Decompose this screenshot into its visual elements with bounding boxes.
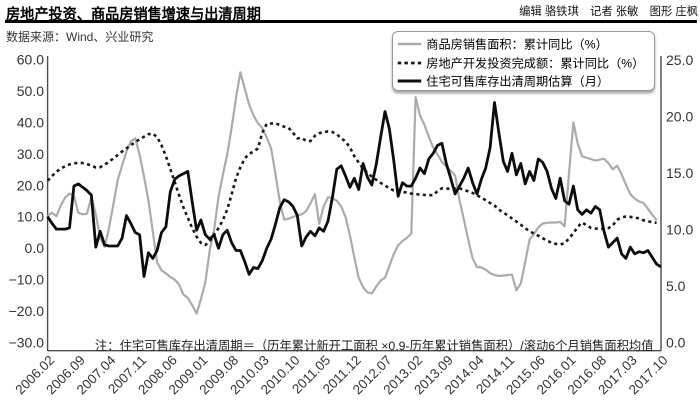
svg-text:15.0: 15.0 — [666, 165, 693, 181]
svg-text:20.0: 20.0 — [17, 177, 44, 193]
svg-text:20.0: 20.0 — [666, 108, 693, 124]
svg-text:商品房销售面积：累计同比（%）: 商品房销售面积：累计同比（%） — [426, 37, 607, 52]
svg-text:−30.0: −30.0 — [9, 334, 45, 350]
svg-text:10.0: 10.0 — [17, 209, 44, 225]
svg-text:−20.0: −20.0 — [9, 303, 45, 319]
svg-text:−10.0: −10.0 — [9, 272, 45, 288]
svg-text:10.0: 10.0 — [666, 221, 693, 237]
svg-text:40.0: 40.0 — [17, 114, 44, 130]
svg-text:30.0: 30.0 — [17, 146, 44, 162]
svg-text:60.0: 60.0 — [17, 52, 44, 68]
svg-text:25.0: 25.0 — [666, 52, 693, 68]
svg-text:5.0: 5.0 — [666, 278, 686, 294]
svg-text:50.0: 50.0 — [17, 83, 44, 99]
svg-text:住宅可售库存出清周期估算（月）: 住宅可售库存出清周期估算（月） — [426, 74, 609, 89]
svg-text:0.0: 0.0 — [666, 334, 686, 350]
svg-text:房地产开发投资完成额：累计同比（%）: 房地产开发投资完成额：累计同比（%） — [426, 55, 644, 70]
svg-text:0.0: 0.0 — [25, 240, 45, 256]
